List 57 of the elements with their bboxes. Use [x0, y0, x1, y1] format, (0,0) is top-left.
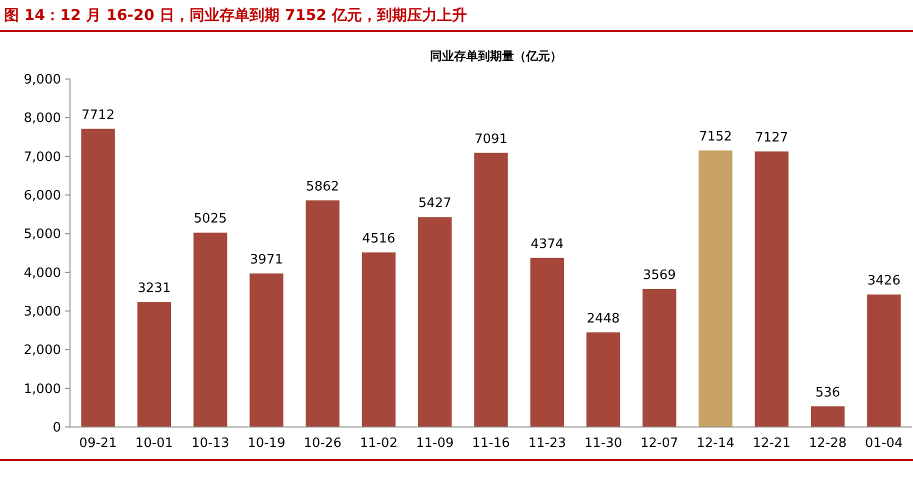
y-tick-label: 8,000: [24, 111, 61, 126]
y-tick-label: 4,000: [24, 266, 61, 281]
bar: [530, 258, 564, 427]
bar: [137, 302, 172, 427]
x-tick-label: 01-04: [865, 436, 903, 451]
data-label: 7712: [82, 108, 115, 123]
data-label: 5427: [418, 196, 452, 212]
y-tick-label: 9,000: [24, 72, 61, 88]
x-tick-label: 11-02: [360, 436, 398, 451]
x-tick-label: 12-28: [808, 436, 847, 451]
data-label: 5025: [194, 212, 227, 227]
bar: [362, 252, 396, 427]
x-tick-label: 11-30: [584, 436, 622, 451]
bar: [867, 294, 901, 427]
y-tick-label: 1,000: [24, 382, 61, 397]
chart-subtitle: 同业存单到期量（亿元）: [430, 49, 562, 63]
bar: [193, 232, 228, 427]
data-label: 536: [815, 385, 840, 400]
data-label: 7127: [755, 130, 788, 146]
bar: [642, 289, 676, 427]
data-label: 3231: [138, 281, 171, 296]
y-tick-label: 2,000: [24, 343, 61, 358]
y-tick-label: 5,000: [24, 227, 61, 242]
x-tick-label: 10-26: [304, 436, 342, 451]
y-tick-label: 0: [52, 420, 61, 436]
data-label: 5862: [306, 179, 340, 194]
x-tick-label: 12-21: [752, 436, 791, 451]
chart-title: 图 14：12 月 16-20 日，同业存单到期 7152 亿元，到期压力上升: [4, 6, 467, 24]
x-tick-label: 09-21: [79, 436, 117, 451]
x-tick-label: 11-16: [472, 436, 510, 451]
x-tick-label: 10-01: [135, 436, 174, 451]
bar: [474, 152, 508, 427]
y-tick-label: 3,000: [24, 304, 61, 320]
bar: [754, 151, 789, 427]
data-label: 3971: [250, 252, 284, 268]
bar: [306, 200, 340, 427]
x-tick-label: 10-13: [191, 436, 230, 451]
bar: [418, 217, 452, 427]
bar: [810, 406, 845, 427]
bar: [81, 128, 115, 427]
data-label: 7091: [474, 132, 508, 147]
bar: [698, 150, 732, 427]
data-label: 4374: [530, 236, 564, 252]
bar: [586, 332, 620, 427]
data-label: 3569: [642, 268, 676, 283]
data-label: 4516: [362, 231, 396, 246]
x-tick-label: 12-14: [696, 436, 734, 451]
data-label: 7152: [698, 129, 732, 144]
data-label: 2448: [586, 311, 620, 326]
data-label: 3426: [867, 274, 900, 289]
y-tick-label: 7,000: [24, 150, 61, 165]
bar: [250, 273, 284, 427]
x-tick-label: 11-23: [528, 436, 566, 451]
x-tick-label: 10-19: [248, 436, 286, 451]
y-tick-label: 6,000: [24, 188, 61, 204]
x-tick-label: 11-09: [416, 436, 454, 451]
x-tick-label: 12-07: [640, 436, 678, 451]
